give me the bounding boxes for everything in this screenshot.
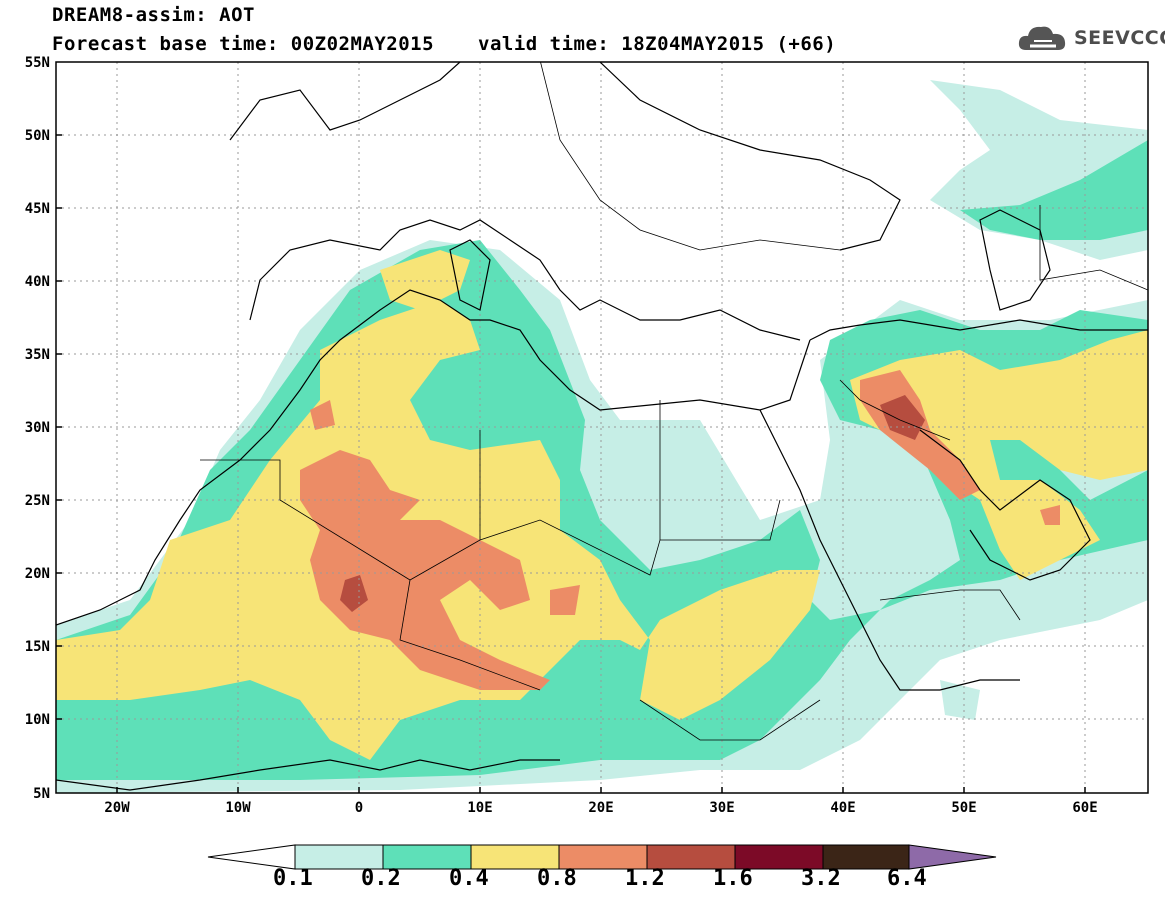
colorbar-swatch	[646, 844, 736, 870]
lon-label: 10W	[225, 800, 251, 816]
colorbar-level-label: 0.2	[361, 866, 401, 891]
lat-label: 35N	[25, 347, 50, 363]
colorbar-level-label: 0.8	[537, 866, 577, 891]
lon-label: 60E	[1072, 800, 1097, 816]
colorbar-swatch	[294, 844, 384, 870]
colorbar-level-label: 0.1	[273, 866, 313, 891]
lat-label: 50N	[25, 128, 50, 144]
colorbar-swatch	[822, 844, 910, 870]
lat-label: 30N	[25, 420, 50, 436]
lon-label: 10E	[467, 800, 492, 816]
lon-label: 0	[355, 800, 363, 816]
lat-label: 5N	[33, 786, 50, 802]
colorbar	[207, 844, 997, 870]
latitude-labels: 55N 50N 45N 40N 35N 30N 25N 20N 15N 10N …	[25, 55, 50, 802]
lon-label: 20W	[104, 800, 130, 816]
country-borders	[200, 62, 1148, 741]
coastlines	[56, 62, 1148, 791]
colorbar-swatch	[382, 844, 472, 870]
colorbar-upper-extension	[908, 844, 997, 870]
colorbar-level-label: 3.2	[801, 866, 841, 891]
colorbar-level-label: 0.4	[449, 866, 489, 891]
cloud-logo-icon	[1018, 26, 1066, 50]
forecast-base-time: Forecast base time: 00Z02MAY2015	[52, 33, 435, 55]
lat-label: 55N	[25, 55, 50, 71]
axis-ticks	[56, 134, 1086, 793]
colorbar-level-label: 1.6	[713, 866, 753, 891]
lon-label: 40E	[830, 800, 855, 816]
aot-field	[56, 62, 1148, 793]
lon-label: 20E	[588, 800, 613, 816]
lon-label: 30E	[709, 800, 734, 816]
colorbar-level-label: 1.2	[625, 866, 665, 891]
lat-label: 45N	[25, 201, 50, 217]
colorbar-swatch	[470, 844, 560, 870]
map-grid	[56, 62, 1148, 793]
logo-text: SEEVCCC	[1074, 27, 1165, 49]
longitude-labels: 20W 10W 0 10E 20E 30E 40E 50E 60E	[104, 800, 1097, 816]
lat-label: 15N	[25, 639, 50, 655]
lon-label: 50E	[951, 800, 976, 816]
aot-level-1.2	[340, 395, 925, 612]
lat-label: 25N	[25, 493, 50, 509]
lat-label: 40N	[25, 274, 50, 290]
lat-label: 20N	[25, 566, 50, 582]
lat-label: 10N	[25, 712, 50, 728]
valid-time: valid time: 18Z04MAY2015 (+66)	[478, 33, 837, 55]
map-title: DREAM8-assim: AOT	[52, 4, 255, 26]
colorbar-level-label: 6.4	[887, 866, 927, 891]
